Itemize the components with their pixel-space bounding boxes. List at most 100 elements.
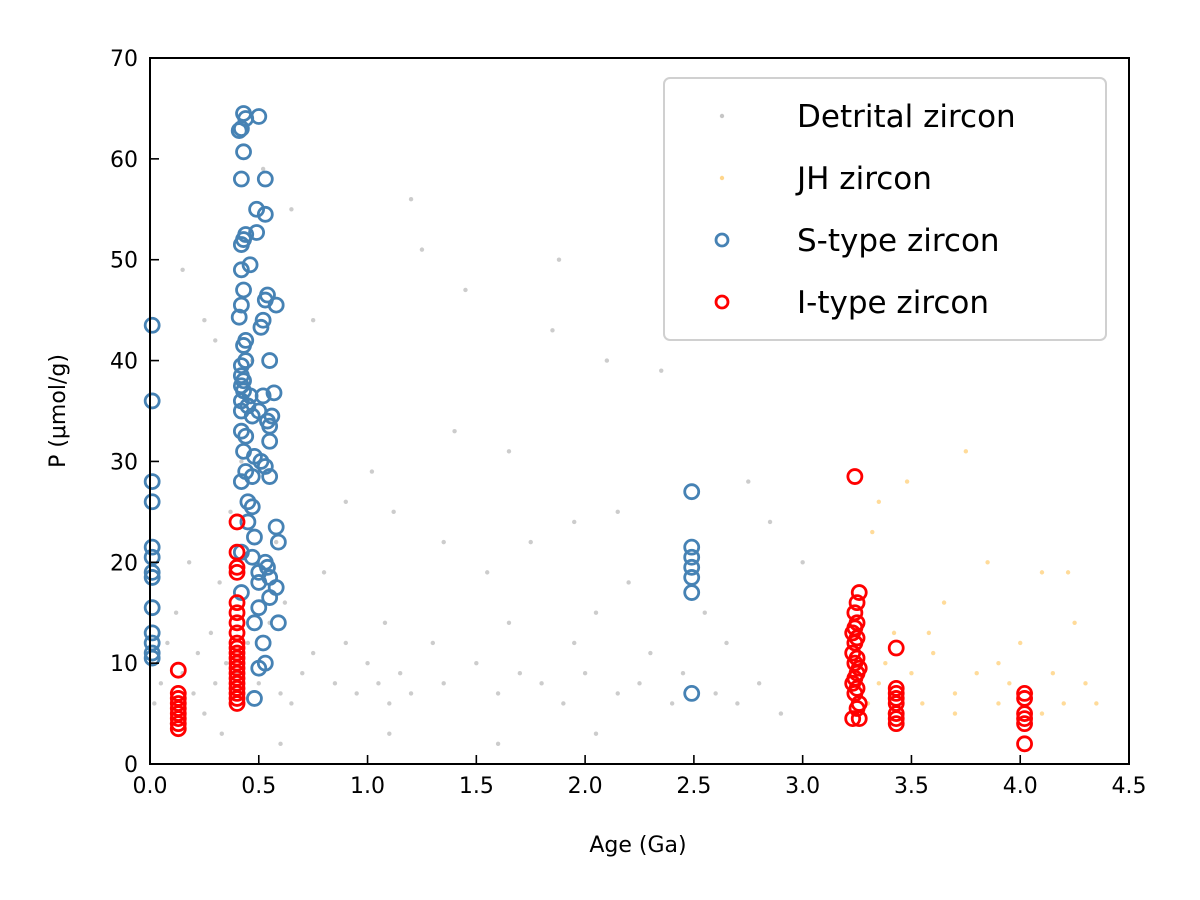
legend-marker [714, 232, 730, 248]
data-point [904, 479, 910, 484]
data-point [250, 599, 268, 617]
data-point [1065, 570, 1071, 575]
series-3 [169, 468, 1033, 753]
data-point [256, 458, 274, 475]
data-point [252, 318, 270, 336]
data-point [250, 574, 268, 591]
data-point [365, 660, 370, 666]
data-point [219, 731, 224, 736]
data-point [887, 710, 905, 728]
data-point [143, 624, 161, 642]
data-point [1094, 701, 1099, 706]
series-0 [152, 166, 805, 747]
data-point [702, 610, 707, 615]
data-point [1016, 685, 1033, 702]
data-point [909, 671, 914, 676]
data-point [952, 691, 958, 696]
data-point [256, 681, 261, 686]
data-point [974, 671, 979, 676]
data-point [683, 569, 701, 586]
data-point [228, 563, 246, 581]
data-point [887, 639, 905, 657]
data-point [846, 468, 864, 485]
x-tick-label: 4.0 [1003, 774, 1038, 799]
data-point [506, 449, 512, 454]
data-point [235, 337, 252, 354]
legend: Detrital zircon JH zircon S-type zircon I-t… [663, 77, 1107, 341]
data-point [282, 600, 288, 605]
data-point [582, 671, 588, 676]
data-point [254, 387, 272, 405]
data-point [246, 614, 263, 632]
data-point [195, 650, 201, 656]
data-point [165, 640, 170, 646]
data-point [920, 701, 925, 706]
data-point [228, 685, 246, 702]
data-point [441, 539, 446, 545]
data-point [556, 257, 562, 262]
data-point [232, 120, 250, 138]
data-point [1061, 701, 1066, 706]
data-point [267, 296, 285, 314]
data-point [202, 711, 207, 716]
data-point [1016, 735, 1033, 753]
data-point [850, 584, 868, 601]
data-point [996, 701, 1001, 706]
data-point [626, 580, 631, 585]
data-point [883, 660, 888, 666]
data-point [241, 256, 259, 274]
x-tick-label: 1.5 [459, 774, 494, 799]
data-point [1016, 710, 1033, 728]
data-point [180, 267, 185, 272]
data-point [604, 358, 610, 363]
data-point [713, 691, 718, 696]
data-point [232, 584, 250, 601]
data-point [143, 599, 161, 617]
series-2 [143, 105, 701, 707]
data-point [343, 640, 348, 646]
x-axis-label: Age (Ga) [589, 833, 686, 858]
data-point [419, 247, 425, 252]
data-point [1083, 681, 1088, 686]
data-point [232, 296, 250, 314]
data-point [1016, 705, 1033, 722]
data-point [261, 352, 279, 369]
data-point [887, 685, 905, 702]
data-point [143, 392, 161, 410]
data-point [1050, 671, 1056, 676]
data-point [800, 560, 805, 565]
data-point [572, 519, 577, 525]
data-point [593, 731, 599, 736]
data-point [683, 685, 701, 702]
data-point [844, 710, 862, 728]
y-tick-label: 40 [110, 350, 138, 375]
data-point [269, 614, 287, 632]
data-point [408, 691, 414, 696]
data-point [876, 681, 882, 686]
y-tick-label: 70 [110, 47, 138, 72]
data-point [648, 650, 653, 656]
data-point [343, 499, 348, 504]
data-point [248, 224, 266, 241]
data-point [228, 690, 246, 707]
data-point [261, 589, 279, 606]
legend-label: I-type zircon [797, 285, 989, 321]
data-point [963, 449, 969, 454]
data-point [332, 681, 338, 686]
data-point [246, 528, 263, 546]
legend-entry: S-type zircon [714, 223, 1000, 259]
data-point [926, 630, 932, 636]
data-point [485, 570, 490, 575]
data-point [239, 513, 257, 531]
data-point [143, 644, 161, 662]
data-point [143, 563, 161, 581]
legend-label: S-type zircon [797, 223, 1000, 259]
data-point [217, 580, 222, 585]
data-point [846, 634, 864, 652]
legend-box [663, 77, 1107, 341]
data-point [876, 499, 882, 504]
legend-marker [719, 175, 725, 181]
data-point [169, 661, 187, 679]
data-point [767, 519, 773, 525]
